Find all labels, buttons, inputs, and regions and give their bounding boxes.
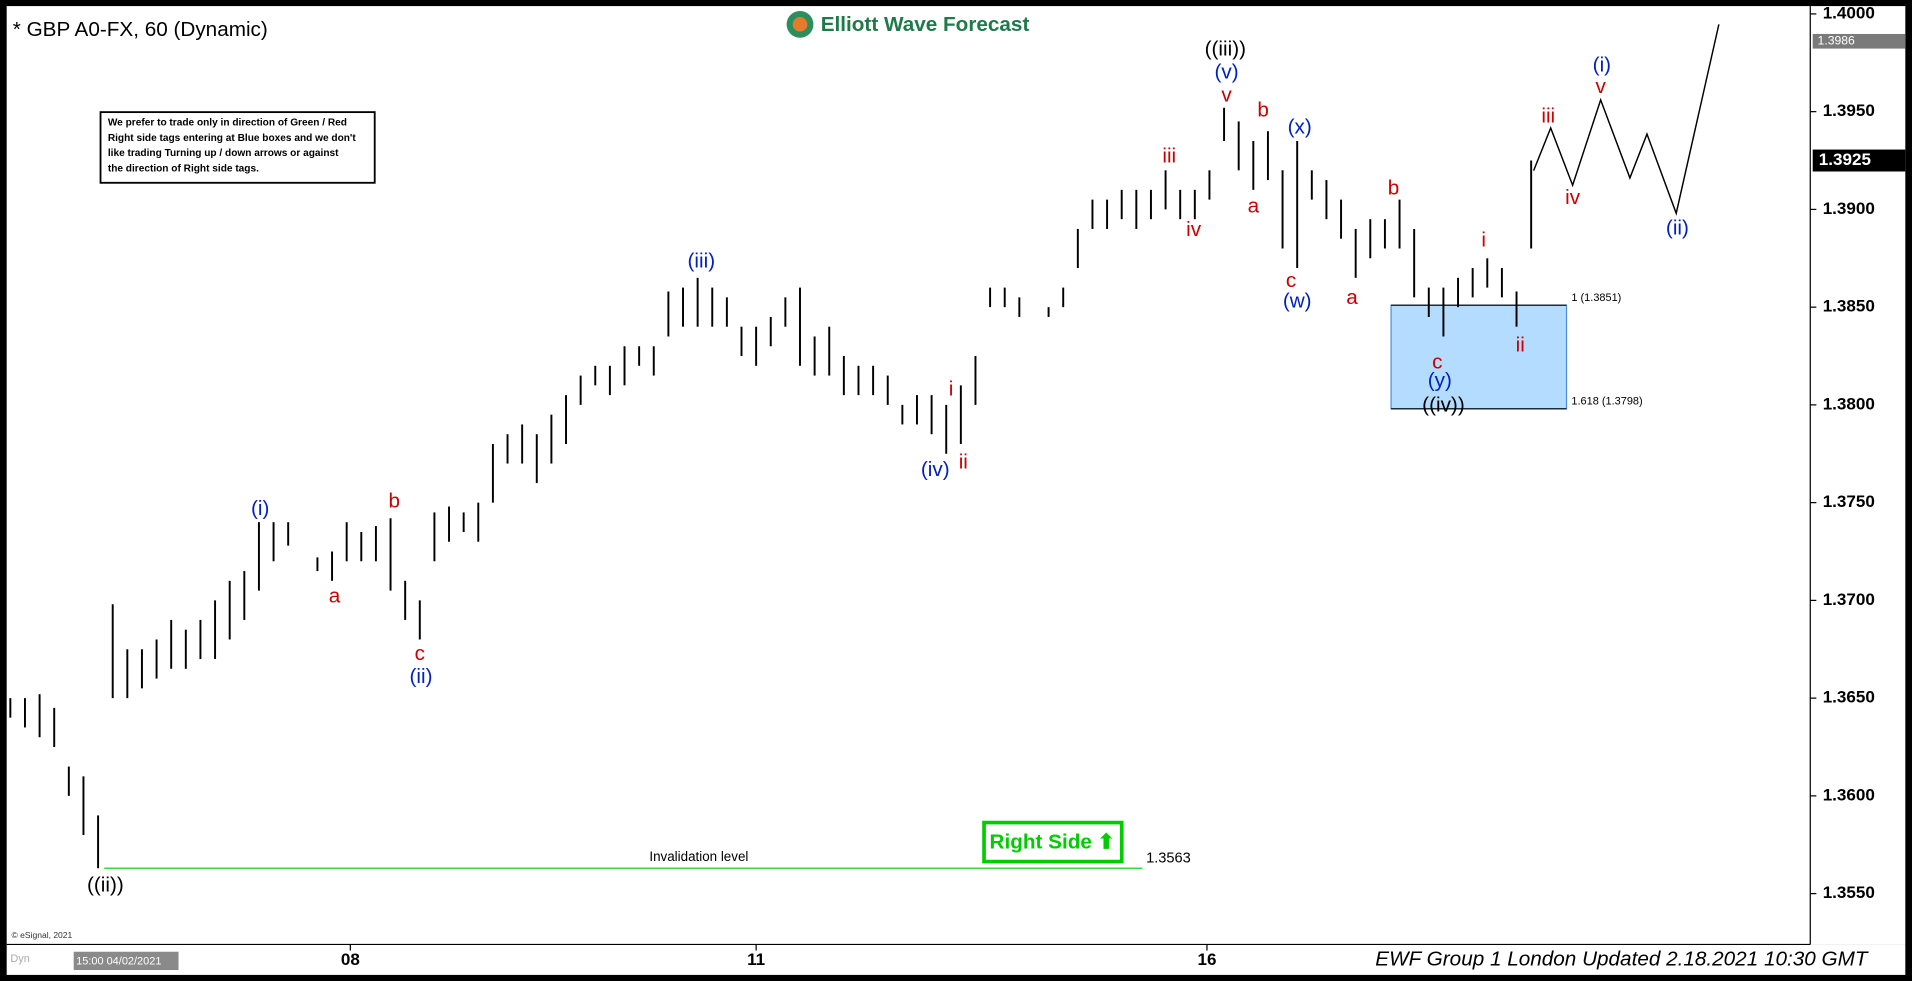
fib-label: 1.618 (1.3798): [1571, 395, 1642, 407]
logo-icon-inner: [792, 17, 808, 32]
wave-label: c: [1286, 269, 1296, 292]
wave-label: a: [1346, 286, 1358, 309]
wave-label: (w): [1283, 290, 1312, 313]
wave-label: (i): [1593, 53, 1611, 76]
y-tick-label: 1.4000: [1823, 3, 1875, 22]
projection-path: [1532, 24, 1720, 216]
y-tick-label: 1.3700: [1823, 590, 1875, 609]
wave-label: i: [949, 377, 954, 400]
wave-label: ((iii)): [1205, 37, 1246, 60]
y-tick-label: 1.3550: [1823, 883, 1875, 902]
ask-tag: [1812, 33, 1906, 49]
wave-label: ii: [1516, 334, 1525, 357]
last-price-tag: [1812, 149, 1906, 172]
logo-box: [780, 7, 1061, 42]
wave-label: (ii): [410, 665, 433, 688]
wave-label: (iii): [688, 249, 716, 272]
right-side-box: [982, 820, 1124, 864]
y-tick-label: 1.3650: [1823, 688, 1875, 707]
note-line: like trading Turning up / down arrows or…: [108, 148, 339, 159]
wave-label: v: [1595, 75, 1606, 98]
wave-label: b: [1257, 98, 1269, 121]
wave-label: ((ii)): [87, 873, 124, 896]
note-box: [99, 111, 376, 184]
wave-label: ((iv)): [1422, 393, 1465, 416]
wave-label: c: [1432, 351, 1442, 374]
target-box: [1390, 304, 1568, 410]
wave-label: ii: [959, 451, 968, 474]
wave-label: v: [1221, 84, 1232, 107]
note-line: the direction of Right side tags.: [108, 163, 259, 174]
start-label: 15:00 04/02/2021: [76, 955, 161, 967]
x-axis-area: [6, 944, 1906, 975]
wave-label: i: [1481, 229, 1486, 252]
wave-label: (ii): [1666, 217, 1689, 240]
wave-label: a: [329, 585, 341, 608]
wave-label: (i): [251, 497, 269, 520]
note-line: We prefer to trade only in direction of …: [108, 118, 347, 129]
wave-label: a: [1248, 195, 1260, 218]
wave-label: b: [1388, 176, 1400, 199]
mode-label: Dyn: [10, 953, 29, 965]
fib-label: 1 (1.3851): [1571, 292, 1621, 304]
wave-label: iii: [1541, 104, 1555, 127]
x-tick-label: 11: [747, 950, 765, 969]
x-tick-label: 08: [341, 950, 360, 969]
last-price-label: 1.3925: [1819, 150, 1871, 169]
ask-tag-label: 1.3986: [1818, 33, 1855, 47]
y-tick-label: 1.3750: [1823, 492, 1875, 511]
note: We prefer to trade only in direction of …: [108, 118, 357, 175]
invalidation-value: 1.3563: [1146, 850, 1191, 866]
wave-label: c: [415, 642, 425, 665]
invalidation-label: Invalidation level: [649, 849, 748, 864]
x-tick-label: 16: [1197, 950, 1216, 969]
y-tick-label: 1.3600: [1823, 785, 1875, 804]
y-tick-label: 1.3950: [1823, 101, 1875, 120]
start-label-box: [73, 951, 179, 971]
wave-label: iii: [1162, 145, 1176, 168]
y-tick-label: 1.3900: [1823, 199, 1875, 218]
note-line: Right side tags entering at Blue boxes a…: [108, 133, 357, 144]
logo: Elliott Wave Forecast: [821, 13, 1030, 36]
chart-title: * GBP A0-FX, 60 (Dynamic): [13, 18, 268, 41]
footer: EWF Group 1 London Updated 2.18.2021 10:…: [1375, 948, 1869, 971]
wave-label: (v): [1214, 61, 1238, 84]
wave-label: (x): [1288, 115, 1312, 138]
right-side-label: Right Side ⬆: [990, 831, 1115, 854]
wave-label: (iv): [921, 458, 950, 481]
y-tick-label: 1.3800: [1823, 394, 1875, 413]
wave-label: iv: [1186, 218, 1202, 241]
copyright: © eSignal, 2021: [12, 930, 73, 940]
y-tick-label: 1.3850: [1823, 297, 1875, 316]
wave-label: iv: [1565, 186, 1581, 209]
wave-label: b: [388, 490, 400, 513]
wave-label: (y): [1428, 369, 1452, 392]
